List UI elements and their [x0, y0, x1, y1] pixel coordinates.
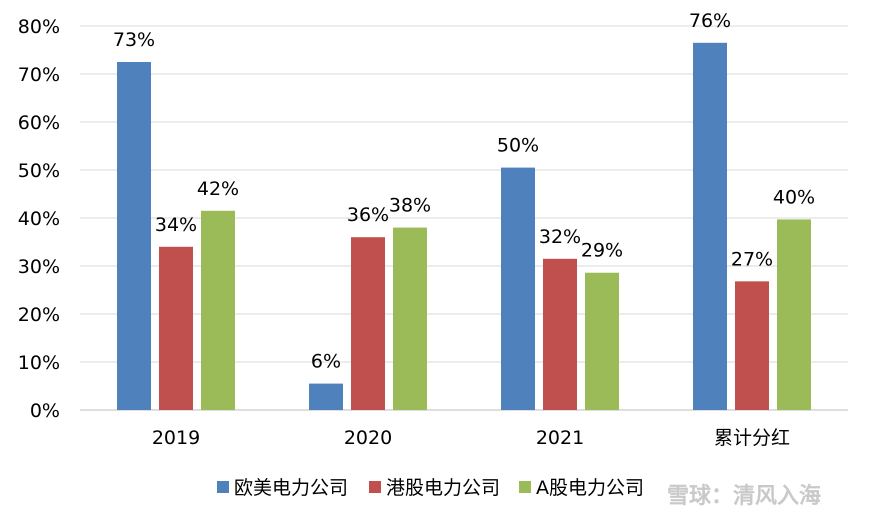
data-label: 38% — [389, 195, 431, 217]
data-label: 73% — [113, 29, 155, 51]
y-tick-label: 30% — [18, 256, 60, 278]
x-axis: 2019 2020 2021 累计分红 — [152, 427, 790, 449]
y-tick-label: 0% — [30, 400, 60, 422]
data-label: 50% — [497, 135, 539, 157]
data-label: 42% — [197, 178, 239, 200]
data-label: 34% — [155, 214, 197, 236]
bar — [777, 219, 811, 410]
y-tick-label: 10% — [18, 352, 60, 374]
y-tick-label: 60% — [18, 112, 60, 134]
bars — [117, 42, 811, 411]
legend-label: A股电力公司 — [536, 477, 644, 499]
watermark-text: 雪球：清风入海 — [667, 483, 821, 509]
y-tick-label: 70% — [18, 64, 60, 86]
bar — [735, 281, 769, 410]
bar — [693, 42, 727, 411]
data-label: 29% — [581, 240, 623, 262]
legend-label: 港股电力公司 — [386, 477, 500, 499]
bar — [543, 258, 577, 410]
legend-label: 欧美电力公司 — [234, 477, 348, 499]
bar — [501, 167, 535, 410]
y-axis: 0% 10% 20% 30% 40% 50% 60% 70% 80% — [18, 16, 60, 422]
legend-swatch — [369, 481, 381, 493]
x-tick-label: 累计分红 — [714, 427, 790, 449]
bar — [159, 246, 193, 410]
data-label: 32% — [539, 226, 581, 248]
x-tick-label: 2020 — [344, 427, 392, 449]
x-tick-label: 2021 — [536, 427, 584, 449]
legend-swatch — [519, 481, 531, 493]
data-label: 76% — [689, 10, 731, 32]
legend: 欧美电力公司 港股电力公司 A股电力公司 — [217, 477, 644, 499]
bar — [585, 272, 619, 410]
bar — [201, 210, 235, 410]
legend-swatch — [217, 481, 229, 493]
bar — [351, 237, 385, 410]
y-tick-label: 80% — [18, 16, 60, 38]
y-tick-label: 50% — [18, 160, 60, 182]
data-label: 27% — [731, 248, 773, 270]
y-tick-label: 20% — [18, 304, 60, 326]
bar — [309, 383, 343, 410]
data-label: 40% — [773, 186, 815, 208]
data-label: 36% — [347, 204, 389, 226]
data-label: 6% — [311, 351, 341, 373]
bar — [117, 62, 151, 410]
x-tick-label: 2019 — [152, 427, 200, 449]
bar — [393, 227, 427, 410]
data-labels: 73% 34%42% 6% 36% 38% 50% 32%29% 76% 27% 40% — [113, 10, 815, 373]
y-tick-label: 40% — [18, 208, 60, 230]
